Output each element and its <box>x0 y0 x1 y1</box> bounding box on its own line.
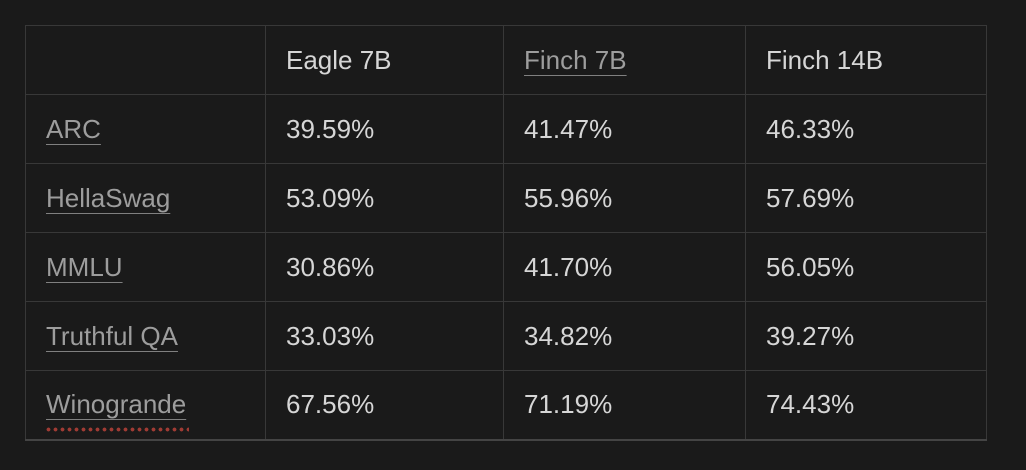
value-cell: 34.82% <box>503 301 746 371</box>
cell-value: 30.86% <box>286 251 375 282</box>
table-row: Winogrande 67.56% 71.19% 74.43% <box>25 370 987 441</box>
cell-value: 39.27% <box>766 320 855 351</box>
cell-value: 46.33% <box>766 113 855 144</box>
row-link-truthful-qa[interactable]: Truthful QA <box>46 320 178 351</box>
corner-cell <box>25 25 266 95</box>
cell-value: 56.05% <box>766 251 855 282</box>
column-header-finch-14b: Finch 14B <box>766 44 884 75</box>
cell-value: 39.59% <box>286 113 375 144</box>
cell-value: 41.70% <box>524 251 613 282</box>
table-row: Truthful QA 33.03% 34.82% 39.27% <box>25 301 987 371</box>
row-link-winogrande[interactable]: Winogrande <box>46 389 190 433</box>
table-row: HellaSwag 53.09% 55.96% 57.69% <box>25 163 987 233</box>
label-cell: Truthful QA <box>25 301 266 371</box>
cell-value: 74.43% <box>766 389 855 420</box>
row-link-mmlu[interactable]: MMLU <box>46 251 123 282</box>
header-cell-eagle-7b: Eagle 7B <box>265 25 504 95</box>
value-cell: 74.43% <box>745 370 987 441</box>
cell-value: 67.56% <box>286 389 375 420</box>
label-cell: HellaSwag <box>25 163 266 233</box>
benchmark-table: Eagle 7B Finch 7B Finch 14B ARC 39.59% 4… <box>25 25 987 441</box>
value-cell: 39.59% <box>265 94 504 164</box>
value-cell: 53.09% <box>265 163 504 233</box>
header-row: Eagle 7B Finch 7B Finch 14B <box>25 25 987 95</box>
cell-value: 55.96% <box>524 182 613 213</box>
cell-value: 53.09% <box>286 182 375 213</box>
value-cell: 67.56% <box>265 370 504 441</box>
value-cell: 30.86% <box>265 232 504 302</box>
value-cell: 56.05% <box>745 232 987 302</box>
value-cell: 71.19% <box>503 370 746 441</box>
row-link-arc[interactable]: ARC <box>46 113 101 144</box>
value-cell: 33.03% <box>265 301 504 371</box>
cell-value: 41.47% <box>524 113 613 144</box>
header-cell-finch-14b: Finch 14B <box>745 25 987 95</box>
value-cell: 46.33% <box>745 94 987 164</box>
header-cell-finch-7b: Finch 7B <box>503 25 746 95</box>
table-row: MMLU 30.86% 41.70% 56.05% <box>25 232 987 302</box>
value-cell: 55.96% <box>503 163 746 233</box>
cell-value: 34.82% <box>524 320 613 351</box>
label-cell: MMLU <box>25 232 266 302</box>
table-row: ARC 39.59% 41.47% 46.33% <box>25 94 987 164</box>
value-cell: 39.27% <box>745 301 987 371</box>
value-cell: 57.69% <box>745 163 987 233</box>
cell-value: 71.19% <box>524 389 613 420</box>
value-cell: 41.70% <box>503 232 746 302</box>
column-header-eagle-7b: Eagle 7B <box>286 44 392 75</box>
label-cell: ARC <box>25 94 266 164</box>
row-link-hellaswag[interactable]: HellaSwag <box>46 182 171 213</box>
label-cell: Winogrande <box>25 370 266 441</box>
cell-value: 57.69% <box>766 182 855 213</box>
column-link-finch-7b[interactable]: Finch 7B <box>524 44 627 75</box>
value-cell: 41.47% <box>503 94 746 164</box>
cell-value: 33.03% <box>286 320 375 351</box>
